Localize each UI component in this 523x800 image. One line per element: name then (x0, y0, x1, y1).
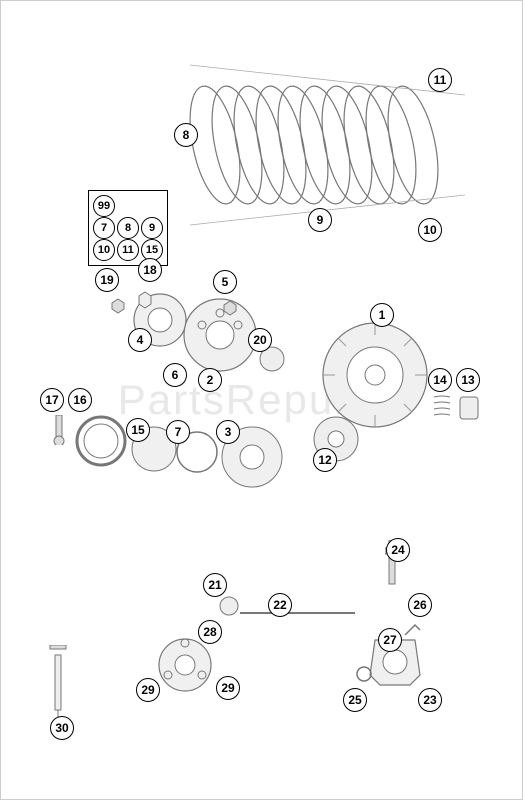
nut-19 (110, 298, 126, 314)
legend-box: 99789101115 (88, 190, 168, 266)
callout-24: 24 (386, 538, 410, 562)
spring-14 (432, 395, 452, 421)
callout-2: 2 (198, 368, 222, 392)
callout-17: 17 (40, 388, 64, 412)
callout-10: 10 (418, 218, 442, 242)
legend-cell: 11 (117, 239, 139, 261)
o-ring-25 (355, 665, 373, 683)
spring-washer (75, 415, 127, 467)
callout-9: 9 (308, 208, 332, 232)
callout-1: 1 (370, 303, 394, 327)
callout-23: 23 (418, 688, 442, 712)
clutch-basket (320, 320, 430, 430)
bolt-17 (50, 415, 68, 445)
callout-3: 3 (216, 420, 240, 444)
callout-27: 27 (378, 628, 402, 652)
water-pump (155, 635, 215, 695)
seal-21 (218, 595, 240, 617)
callout-29: 29 (136, 678, 160, 702)
callout-26: 26 (408, 593, 432, 617)
legend-cell: 10 (93, 239, 115, 261)
callout-16: 16 (68, 388, 92, 412)
callout-4: 4 (128, 328, 152, 352)
legend-cell: 9 (141, 217, 163, 239)
callout-8: 8 (174, 123, 198, 147)
callout-14: 14 (428, 368, 452, 392)
callout-28: 28 (198, 620, 222, 644)
callout-6: 6 (163, 363, 187, 387)
push-rod (240, 612, 355, 614)
callout-18: 18 (138, 258, 162, 282)
nut-5 (222, 300, 238, 316)
callout-13: 13 (456, 368, 480, 392)
legend-header: 99 (93, 195, 115, 217)
callout-11: 11 (428, 68, 452, 92)
bushing-13 (458, 395, 480, 421)
callout-25: 25 (343, 688, 367, 712)
callout-15: 15 (126, 418, 150, 442)
callout-5: 5 (213, 270, 237, 294)
callout-30: 30 (50, 716, 74, 740)
legend-cell: 8 (117, 217, 139, 239)
callout-19: 19 (95, 268, 119, 292)
callout-29: 29 (216, 676, 240, 700)
callout-21: 21 (203, 573, 227, 597)
callout-20: 20 (248, 328, 272, 352)
callout-22: 22 (268, 593, 292, 617)
legend-cell: 7 (93, 217, 115, 239)
callout-12: 12 (313, 448, 337, 472)
washer-18 (135, 290, 155, 310)
callout-7: 7 (166, 420, 190, 444)
